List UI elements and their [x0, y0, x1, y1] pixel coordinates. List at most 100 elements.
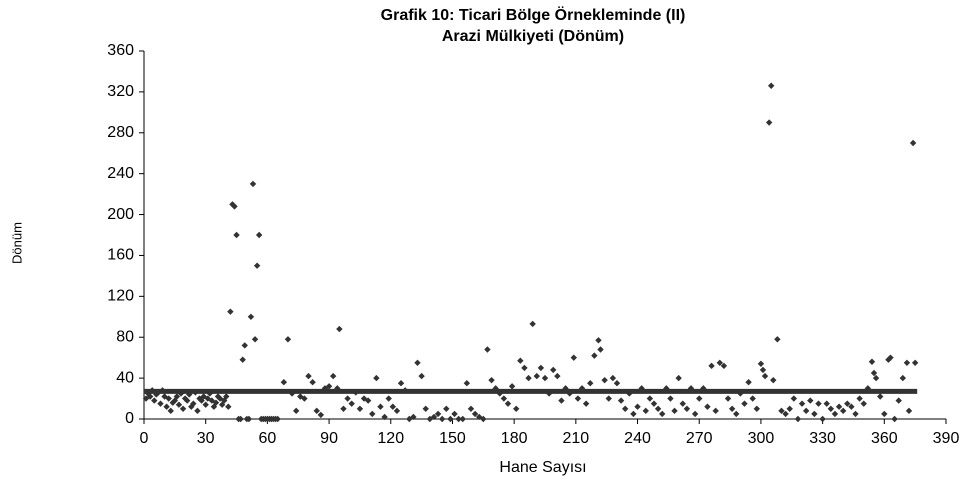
scatter-point: [550, 366, 557, 374]
scatter-point: [146, 393, 154, 400]
scatter-point: [852, 410, 859, 418]
scatter-point: [609, 374, 617, 382]
scatter-point: [650, 400, 658, 407]
scatter-point: [844, 400, 851, 407]
scatter-point: [558, 397, 565, 404]
scatter-point: [151, 397, 158, 404]
scatter-point: [582, 400, 590, 407]
scatter-point: [521, 364, 528, 372]
scatter-point: [642, 407, 649, 415]
scatter-point: [389, 403, 397, 410]
scatter-point: [911, 359, 919, 366]
scatter-point: [761, 372, 769, 380]
scatter-point: [757, 360, 765, 367]
scatter-point: [284, 336, 292, 343]
scatter-point: [309, 379, 316, 386]
scatter-point: [344, 395, 351, 402]
scatter-point: [815, 400, 822, 407]
scatter-point: [200, 393, 207, 400]
scatter-point: [233, 231, 240, 239]
scatter-point: [484, 346, 491, 353]
scatter-point: [438, 415, 446, 423]
scatter-point: [782, 410, 789, 418]
scatter-point: [595, 337, 602, 344]
scatter-point: [753, 405, 761, 412]
scatter-point: [724, 395, 732, 402]
scatter-point: [165, 395, 172, 402]
scatter-point: [554, 372, 561, 380]
scatter-point: [204, 395, 211, 402]
scatter-point: [587, 380, 594, 387]
scatter-point: [716, 359, 723, 366]
scatter-point: [225, 403, 232, 410]
scatter-point: [253, 262, 261, 269]
scatter-point: [860, 400, 867, 407]
scatter-point: [364, 397, 372, 404]
scatter-point: [504, 400, 512, 407]
scatter-point: [163, 403, 170, 410]
scatter-point: [835, 403, 843, 410]
scatter-point: [459, 415, 466, 423]
x-tick-label: 360: [871, 430, 898, 447]
scatter-point: [903, 359, 911, 366]
scatter-point: [186, 391, 193, 398]
scatter-point: [179, 405, 187, 412]
chart-subtitle: Arazi Mülkiyeti (Dönüm): [442, 28, 624, 45]
scatter-point: [798, 400, 806, 407]
scatter-point: [255, 231, 263, 239]
scatter-point: [181, 395, 189, 402]
scatter-point: [597, 346, 604, 353]
scatter-point: [455, 415, 462, 423]
scatter-point: [696, 395, 703, 402]
x-tick-label: 180: [501, 430, 528, 447]
scatter-point: [819, 415, 826, 423]
scatter-point: [467, 405, 475, 412]
scatter-point: [827, 405, 835, 412]
scatter-point: [807, 397, 814, 404]
scatter-point: [190, 400, 197, 407]
scatter-point: [679, 400, 686, 407]
scatter-point: [167, 407, 174, 415]
scatter-point: [605, 395, 612, 402]
scatter-point: [667, 395, 674, 402]
scatter-point: [393, 407, 401, 415]
scatter-point: [634, 403, 641, 410]
scatter-point: [418, 372, 425, 380]
scatter-point: [759, 366, 767, 374]
x-tick-label: 0: [140, 430, 149, 447]
scatter-point: [574, 395, 582, 402]
scatter-point: [778, 407, 785, 415]
scatter-point: [513, 405, 520, 412]
scatter-point: [251, 336, 259, 343]
scatter-point: [329, 372, 337, 380]
x-tick-label: 90: [320, 430, 338, 447]
scatter-point: [529, 320, 536, 328]
scatter-point: [839, 407, 847, 415]
scatter-point: [622, 405, 629, 412]
scatter-point: [887, 354, 894, 361]
scatter-point: [443, 405, 450, 412]
y-tick-label: 240: [107, 165, 134, 182]
scatter-point: [422, 405, 429, 412]
chart-title: Grafik 10: Ticari Bölge Örnekleminde (II…: [381, 5, 686, 24]
x-tick-label: 390: [933, 430, 960, 447]
scatter-point: [870, 369, 878, 377]
scatter-point: [227, 308, 234, 315]
scatter-point: [451, 410, 458, 418]
scatter-point: [381, 413, 388, 421]
scatter-point: [340, 405, 347, 412]
scatter-point: [175, 401, 183, 408]
scatter-point: [868, 358, 876, 365]
scatter-point: [856, 395, 863, 402]
scatter-point: [377, 403, 384, 410]
x-tick-label: 210: [562, 430, 589, 447]
y-tick-label: 120: [107, 288, 134, 305]
y-tick-label: 360: [107, 42, 134, 59]
scatter-point: [231, 203, 238, 210]
scatter-point: [909, 139, 917, 147]
scatter-point: [480, 415, 487, 423]
scatter-point: [905, 407, 913, 415]
scatter-point: [895, 397, 902, 404]
scatter-point: [794, 415, 802, 423]
